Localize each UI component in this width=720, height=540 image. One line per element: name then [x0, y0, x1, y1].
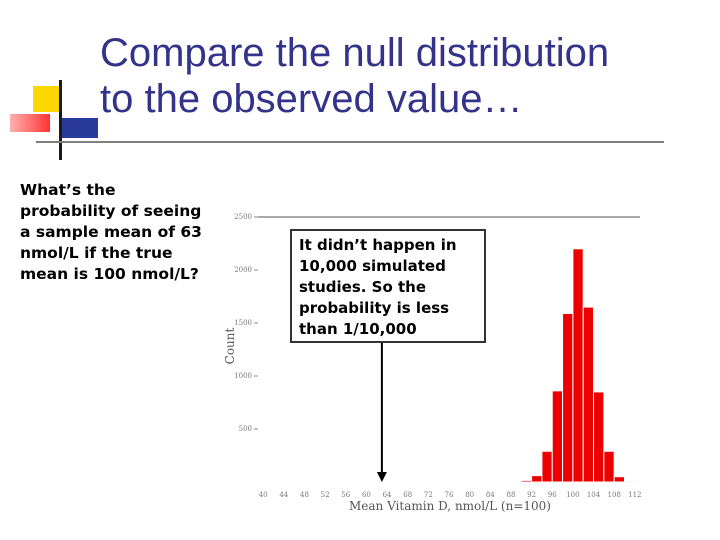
x-tick-label: 84 [486, 491, 495, 499]
x-tick-label: 112 [628, 491, 641, 499]
x-tick-label: 44 [279, 491, 288, 499]
x-axis-label: Mean Vitamin D, nmol/L (n=100) [349, 499, 551, 513]
logo-red-square [10, 114, 50, 132]
title-underline [36, 141, 664, 143]
x-tick-label: 56 [341, 491, 350, 499]
x-tick-label: 100 [566, 491, 579, 499]
y-tick-label: 500 [239, 425, 252, 433]
x-tick-label: 64 [383, 491, 392, 499]
callout-box: It didn’t happen in 10,000 simulated stu… [290, 229, 486, 343]
histogram-bar [541, 450, 553, 483]
histogram-bar [572, 248, 584, 483]
x-tick-label: 96 [548, 491, 557, 499]
logo-blue-square [62, 118, 98, 138]
y-tick-label: 2500 [234, 213, 252, 221]
x-tick-label: 72 [424, 491, 433, 499]
histogram-bar [624, 480, 636, 483]
x-tick-label: 68 [403, 491, 412, 499]
histogram-bar [613, 476, 626, 483]
x-tick-label: 80 [465, 491, 474, 499]
histogram-bar [520, 479, 533, 483]
y-axis-label: Count [223, 327, 237, 364]
x-tick-label: 48 [300, 491, 309, 499]
histogram-bar [582, 306, 595, 483]
x-tick-label: 60 [362, 491, 371, 499]
histogram-bar [603, 450, 615, 483]
x-tick-label: 92 [527, 491, 536, 499]
logo-yellow-square [33, 86, 59, 112]
observed-value-arrow-head [376, 472, 387, 482]
y-tick-label: 1000 [234, 372, 252, 380]
x-tick-label: 40 [259, 491, 268, 499]
x-tick-label: 52 [321, 491, 330, 499]
x-tick-label: 108 [608, 491, 621, 499]
histogram-bar [593, 391, 605, 483]
title-line-1: Compare the null distribution [100, 31, 610, 75]
histogram-bar [551, 390, 564, 483]
slide-title: Compare the null distribution to the obs… [100, 30, 710, 122]
x-tick-label: 88 [506, 491, 515, 499]
histogram-bar [531, 475, 543, 483]
x-tick-label: 76 [445, 491, 454, 499]
logo-vertical-line [59, 80, 62, 160]
x-tick-label: 104 [587, 491, 601, 499]
title-line-2: to the observed value… [100, 77, 523, 121]
histogram-bar [562, 312, 574, 483]
question-text: What’s the probability of seeing a sampl… [20, 181, 202, 283]
y-tick-label: 1500 [234, 319, 252, 327]
y-tick-label: 2000 [234, 266, 252, 274]
